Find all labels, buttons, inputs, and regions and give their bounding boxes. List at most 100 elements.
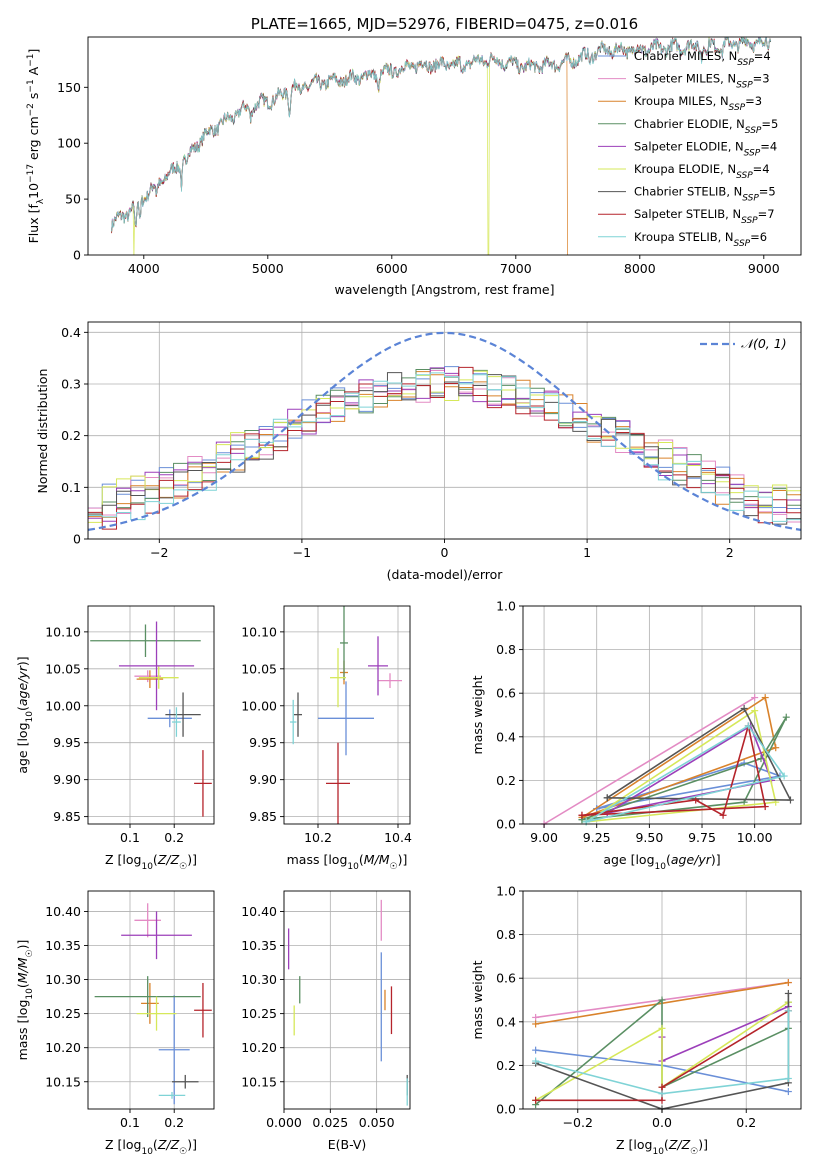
y-tick-label: 0.4: [61, 325, 81, 340]
label-part: (: [153, 852, 158, 867]
label-part: SSP: [745, 126, 762, 136]
data-point: [121, 911, 192, 960]
plot-area: [111, 37, 772, 255]
label-part: Chabrier STELIB, N: [634, 185, 742, 199]
weight-line: [606, 707, 792, 801]
label-part: −1: [26, 79, 36, 92]
label-part: =5: [759, 185, 776, 199]
label-part: 10: [652, 1147, 664, 1157]
data-point: [194, 750, 212, 817]
label-part: age/yr: [671, 852, 712, 867]
label-part: =4: [753, 162, 770, 176]
x-tick-label: −1: [293, 545, 311, 560]
label-part: Kroupa ELODIE, N: [634, 162, 736, 176]
y-tick-label: 10.00: [241, 698, 277, 713]
label-part: ☉: [690, 1147, 698, 1157]
spectrum-line: [111, 37, 772, 231]
legend-entry: Kroupa STELIB, NSSP=6: [634, 230, 767, 249]
label-part: M/M: [364, 852, 390, 867]
data-point: [136, 996, 177, 1031]
x-tick-label: 0.2: [736, 1115, 756, 1130]
label-part: Kroupa MILES, N: [634, 94, 729, 108]
label-part: ☉: [25, 949, 35, 957]
data-point: [90, 624, 201, 657]
weight-line: [535, 1001, 789, 1101]
y-tick-label: 9.90: [249, 772, 277, 787]
data-point: [141, 982, 159, 1024]
y-tick-label: 0.8: [496, 642, 516, 657]
label-part: −17: [26, 164, 36, 183]
legend-entry: Chabrier ELODIE, NSSP=5: [634, 117, 778, 136]
x-tick-label: 0.050: [359, 1115, 395, 1130]
label-part: ☉: [390, 862, 398, 872]
plot-area: [88, 331, 801, 537]
y-tick-label: 10.35: [241, 938, 277, 953]
label-part: )]: [187, 852, 197, 867]
label-part: ]: [26, 49, 41, 54]
y-axis-label: mass weight: [470, 960, 485, 1039]
weight-series: [578, 722, 769, 819]
plot-area: [287, 899, 408, 1106]
label-part: (: [15, 706, 30, 711]
x-tick-label: 0.2: [164, 830, 184, 845]
y-tick-label: 0.0: [496, 1102, 516, 1117]
label-part: )]: [698, 1137, 708, 1152]
y-tick-label: 0.6: [496, 971, 516, 986]
axes-mass-weight-vs-Z: −0.2 0.0 0.2 0.0 0.2 0.4 0.6 0.8 1.0 mass weight Z…: [470, 884, 802, 1157]
x-tick-label: 9.75: [688, 830, 716, 845]
label-part: 10: [655, 862, 667, 872]
label-part: 10: [25, 988, 35, 1000]
x-axis-label: Z [log10(Z/Z☉)]: [616, 1137, 708, 1157]
spectrum-line: [111, 37, 772, 232]
y-tick-label: 0.0: [496, 817, 516, 832]
y-tick-label: 10.00: [45, 698, 81, 713]
label-part: s: [26, 93, 41, 104]
legend-entry: Salpeter ELODIE, NSSP=4: [634, 139, 777, 158]
x-tick-label: 0.2: [164, 1115, 184, 1130]
y-tick-label: 10.35: [45, 938, 81, 953]
label-part: M/M: [15, 957, 30, 983]
weight-line: [585, 709, 777, 823]
label-part: Kroupa STELIB, N: [634, 230, 734, 244]
y-tick-label: 10.10: [241, 624, 277, 639]
y-tick-label: 1.0: [496, 599, 516, 614]
x-axis-label: Z [log10(Z/Z☉)]: [105, 852, 197, 872]
y-tick-label: 9.95: [249, 735, 277, 750]
data-point: [147, 709, 192, 728]
data-point: [340, 606, 348, 680]
label-part: (: [664, 1137, 669, 1152]
label-part: =3: [745, 94, 762, 108]
label-part: =6: [750, 230, 767, 244]
label-part: age [log: [603, 852, 654, 867]
legend-entry: Salpeter STELIB, NSSP=7: [634, 207, 775, 226]
x-tick-label: −0.2: [563, 1115, 593, 1130]
label-part: )]: [15, 940, 30, 950]
y-tick-label: 100: [57, 136, 81, 151]
chart-title: PLATE=1665, MJD=52976, FIBERID=0475, z=0…: [251, 15, 638, 33]
y-tick-label: 0.4: [496, 1014, 516, 1029]
x-tick-label: 4000: [128, 261, 160, 276]
label-part: =4: [760, 139, 777, 153]
x-tick-label: −2: [150, 545, 168, 560]
plot-area: [90, 621, 212, 817]
data-point: [94, 976, 201, 1018]
x-axis-label: (data-model)/error: [387, 567, 504, 582]
label-part: )]: [398, 852, 408, 867]
weight-series: [658, 1003, 792, 1065]
weight-line: [581, 725, 767, 817]
data-point: [165, 692, 201, 737]
label-part: Salpeter STELIB, N: [634, 207, 741, 221]
histograms: [88, 331, 801, 537]
data-point: [158, 1091, 186, 1099]
label-part: λ: [36, 198, 46, 204]
label-part: SSP: [736, 81, 753, 91]
label-part: =3: [753, 72, 770, 86]
weight-line: [535, 1010, 790, 1095]
axes-frame: [283, 890, 411, 1110]
label-part: =7: [758, 207, 775, 221]
y-axis-label: Normed distribution: [35, 369, 50, 494]
y-tick-label: 10.15: [45, 1074, 81, 1089]
plot-area: [532, 979, 792, 1113]
y-tick-label: 50: [65, 192, 81, 207]
label-part: SSP: [744, 148, 761, 158]
